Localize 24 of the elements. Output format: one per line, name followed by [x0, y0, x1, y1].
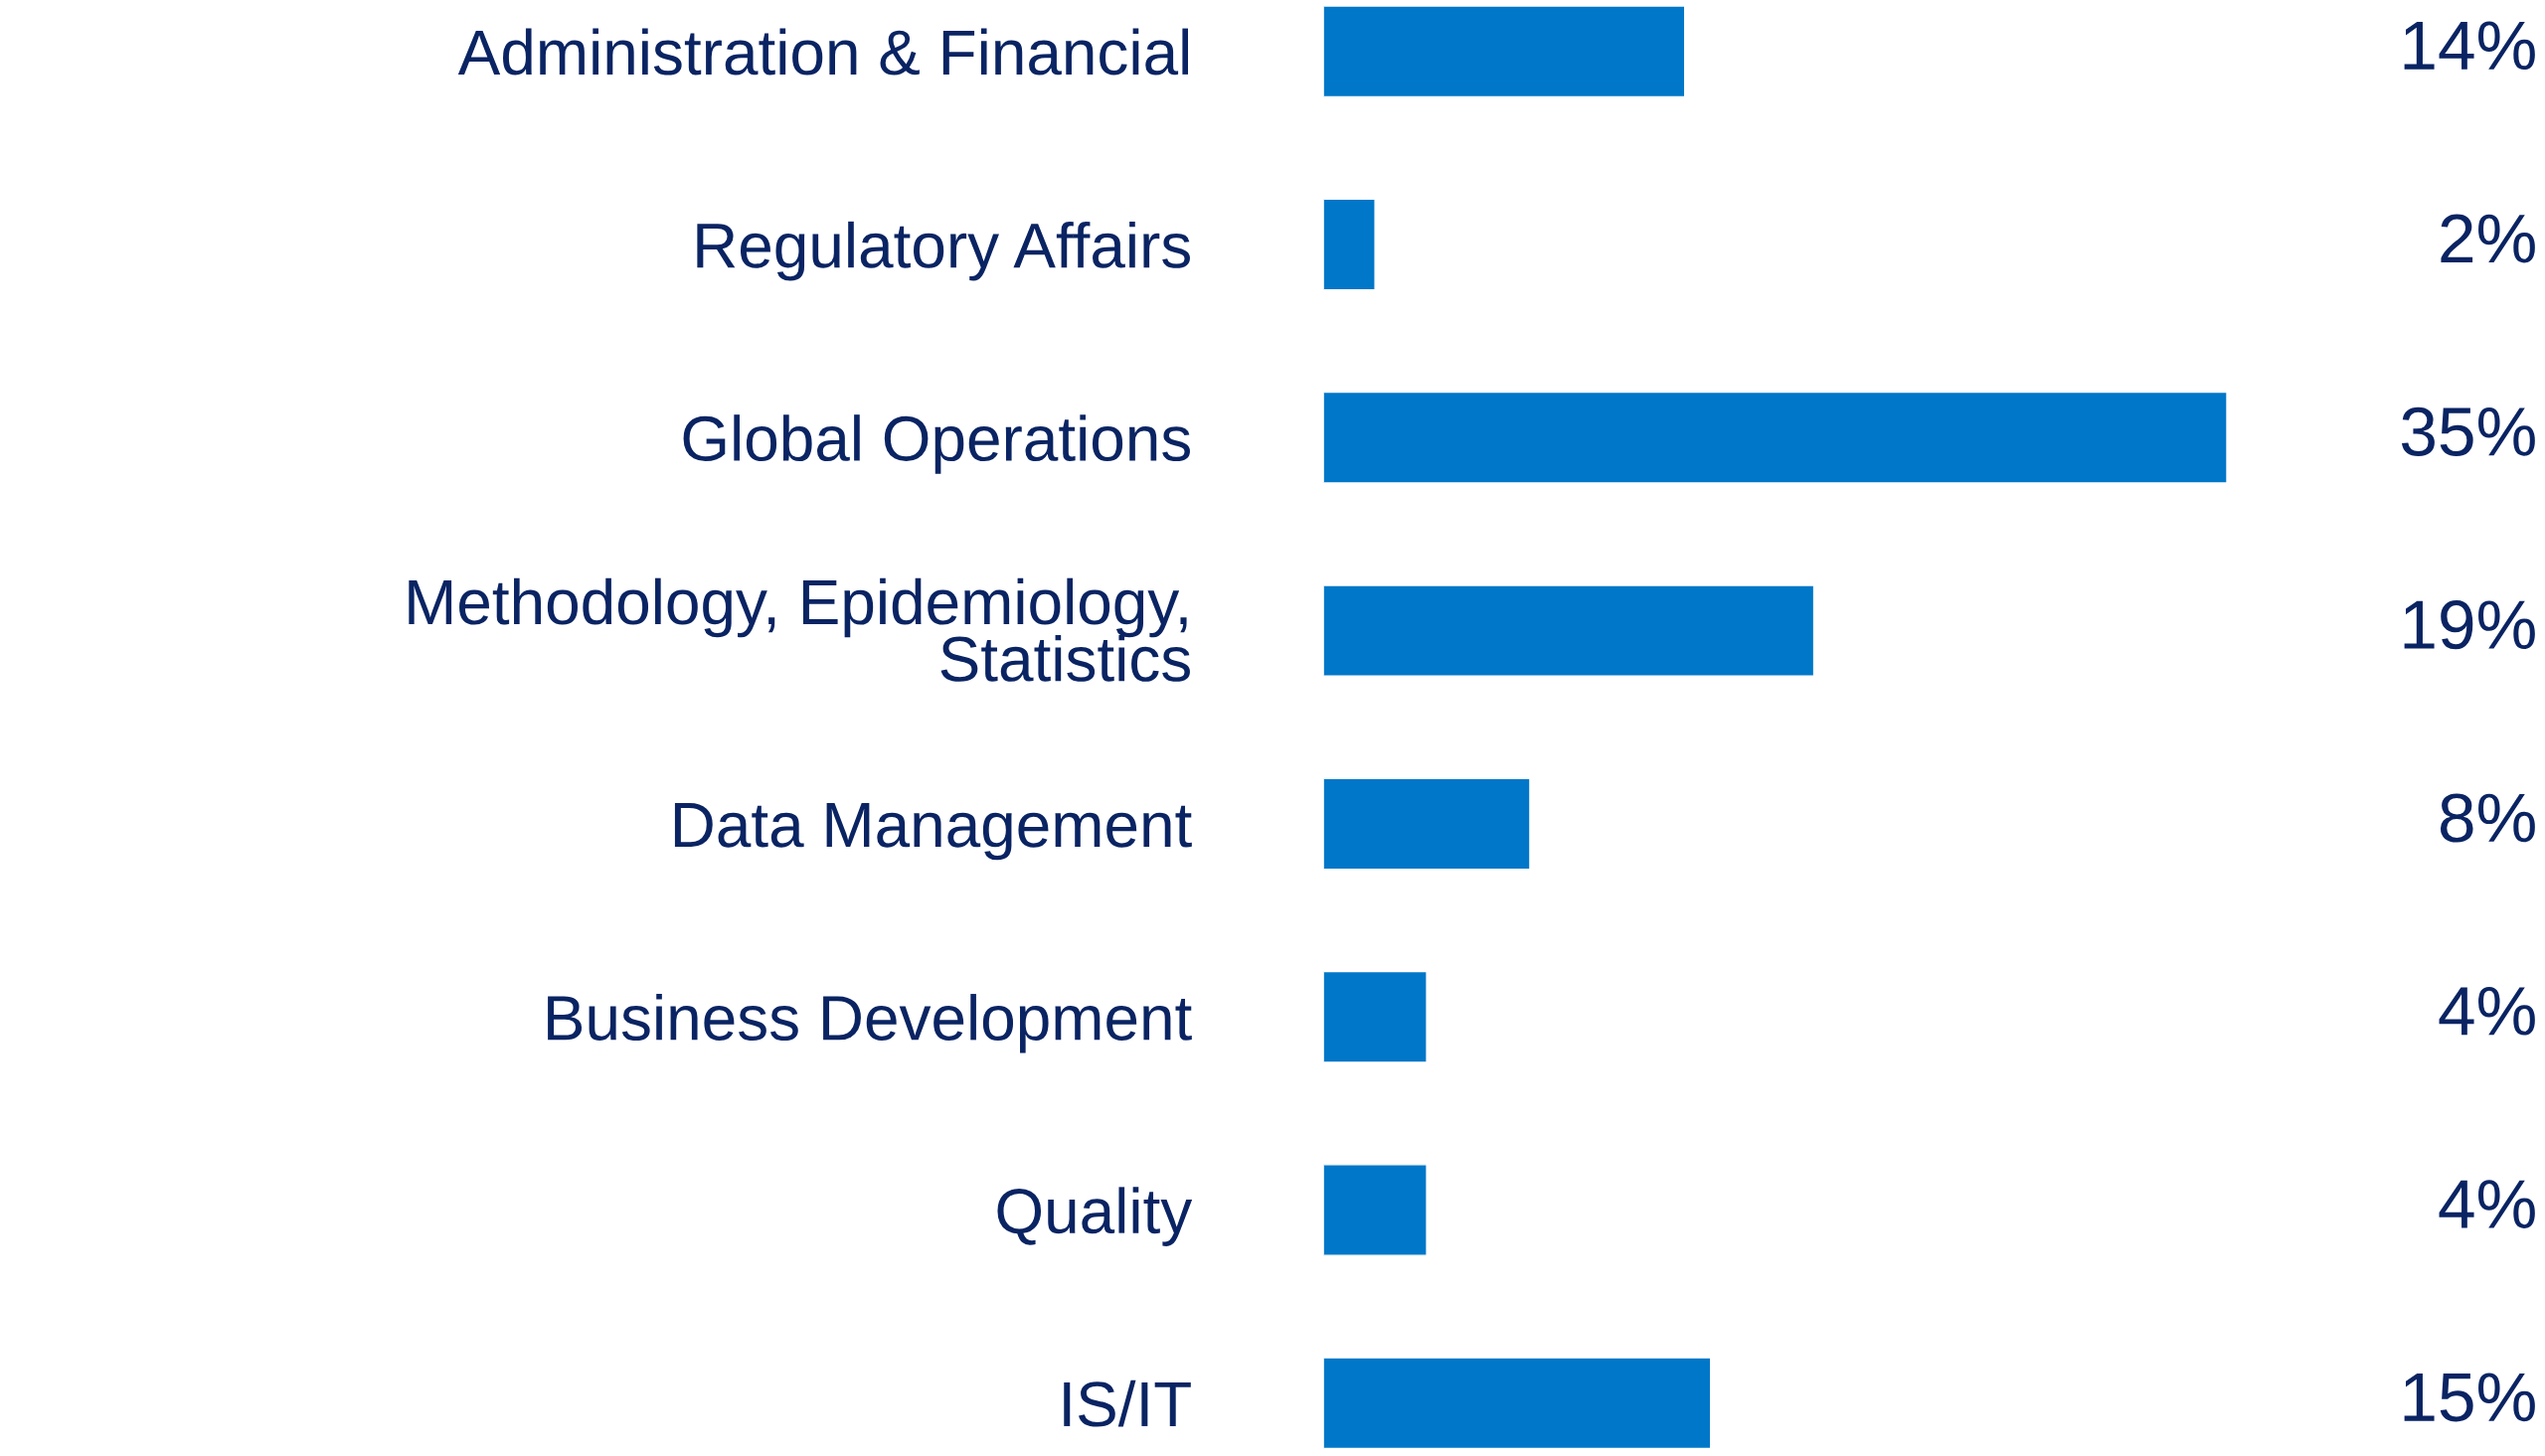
- bar: [1323, 391, 2227, 484]
- y-tick-label: IS/IT: [1064, 1379, 1191, 1427]
- data-label: 4%: [2439, 986, 2535, 1036]
- bar: [1323, 198, 1376, 291]
- bar: [1323, 5, 1686, 98]
- bar: [1323, 584, 1815, 677]
- y-tick-label: Methodology, Epidemiology, Statistics: [409, 577, 1190, 682]
- y-tick-label: Data Management: [674, 803, 1192, 861]
- y-tick-label: Global Operations: [683, 414, 1190, 474]
- data-label: 2%: [2441, 214, 2535, 263]
- bar: [1323, 1164, 1428, 1256]
- y-tick-label: Business Development: [548, 994, 1192, 1053]
- bar: [1323, 777, 1531, 871]
- y-tick-label: Regulatory Affairs: [697, 221, 1190, 281]
- bar: [1323, 970, 1428, 1063]
- y-tick-label: Administration & Financial: [457, 28, 1189, 76]
- data-label: 4%: [2439, 1180, 2535, 1228]
- y-tick-label: Quality: [997, 1187, 1193, 1246]
- data-label: 35%: [2401, 406, 2535, 456]
- bar: [1323, 1357, 1712, 1450]
- data-label: 19%: [2404, 600, 2535, 650]
- data-label: 14%: [2404, 21, 2535, 71]
- data-label: 15%: [2404, 1373, 2535, 1422]
- data-label: 8%: [2440, 793, 2535, 843]
